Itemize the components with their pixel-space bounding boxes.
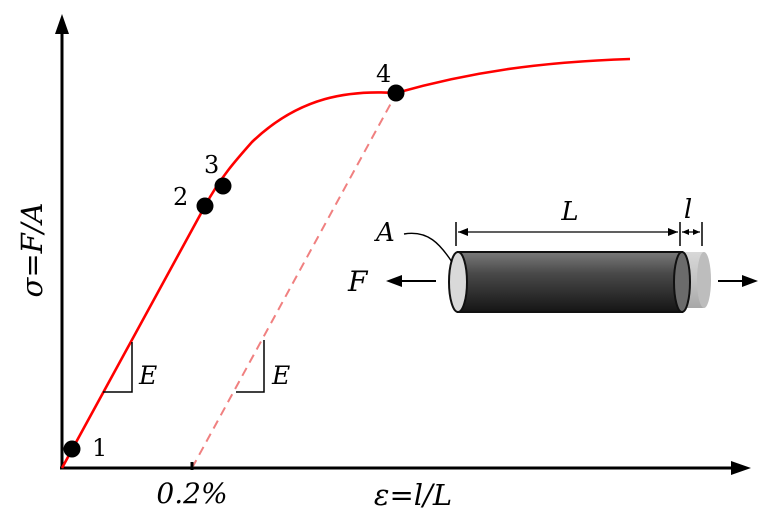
- curve-points: 1 2 3 4: [63, 60, 405, 462]
- point-label-2: 2: [173, 183, 188, 211]
- specimen-cross-section: [448, 251, 468, 313]
- x-tick-label: 0.2%: [156, 477, 227, 510]
- force-arrow-right-icon: [742, 275, 758, 287]
- stress-strain-curve: [60, 57, 631, 469]
- point-3: [214, 177, 232, 195]
- length-label: L: [560, 197, 578, 227]
- offset-line: [191, 93, 397, 469]
- x-axis-arrow-icon: [731, 461, 751, 475]
- length-arrow-right-icon: [668, 228, 678, 236]
- point-2: [196, 197, 214, 215]
- point-label-3: 3: [204, 151, 219, 179]
- force-arrow-left-icon: [386, 275, 402, 287]
- slope-label-offset: E: [271, 361, 290, 390]
- y-axis-arrow-icon: [55, 14, 69, 34]
- y-axis-label: σ=F/A: [15, 203, 49, 298]
- area-leader: [403, 232, 453, 263]
- force-label: F: [347, 265, 369, 298]
- point-label-1: 1: [92, 434, 107, 462]
- specimen: A L l F: [347, 195, 758, 313]
- slope-triangle-elastic: E: [103, 342, 157, 393]
- specimen-rod: [457, 251, 683, 313]
- axes: [55, 14, 751, 475]
- point-1: [63, 440, 81, 458]
- x-axis-label: ε=l/L: [374, 478, 452, 512]
- area-label: A: [374, 218, 395, 248]
- slope-label: E: [138, 361, 157, 390]
- elongation-label: l: [684, 195, 692, 225]
- length-arrow-left-icon: [458, 228, 468, 236]
- point-label-4: 4: [376, 60, 391, 88]
- point-4: [387, 84, 405, 102]
- slope-triangle-offset: E: [236, 340, 290, 393]
